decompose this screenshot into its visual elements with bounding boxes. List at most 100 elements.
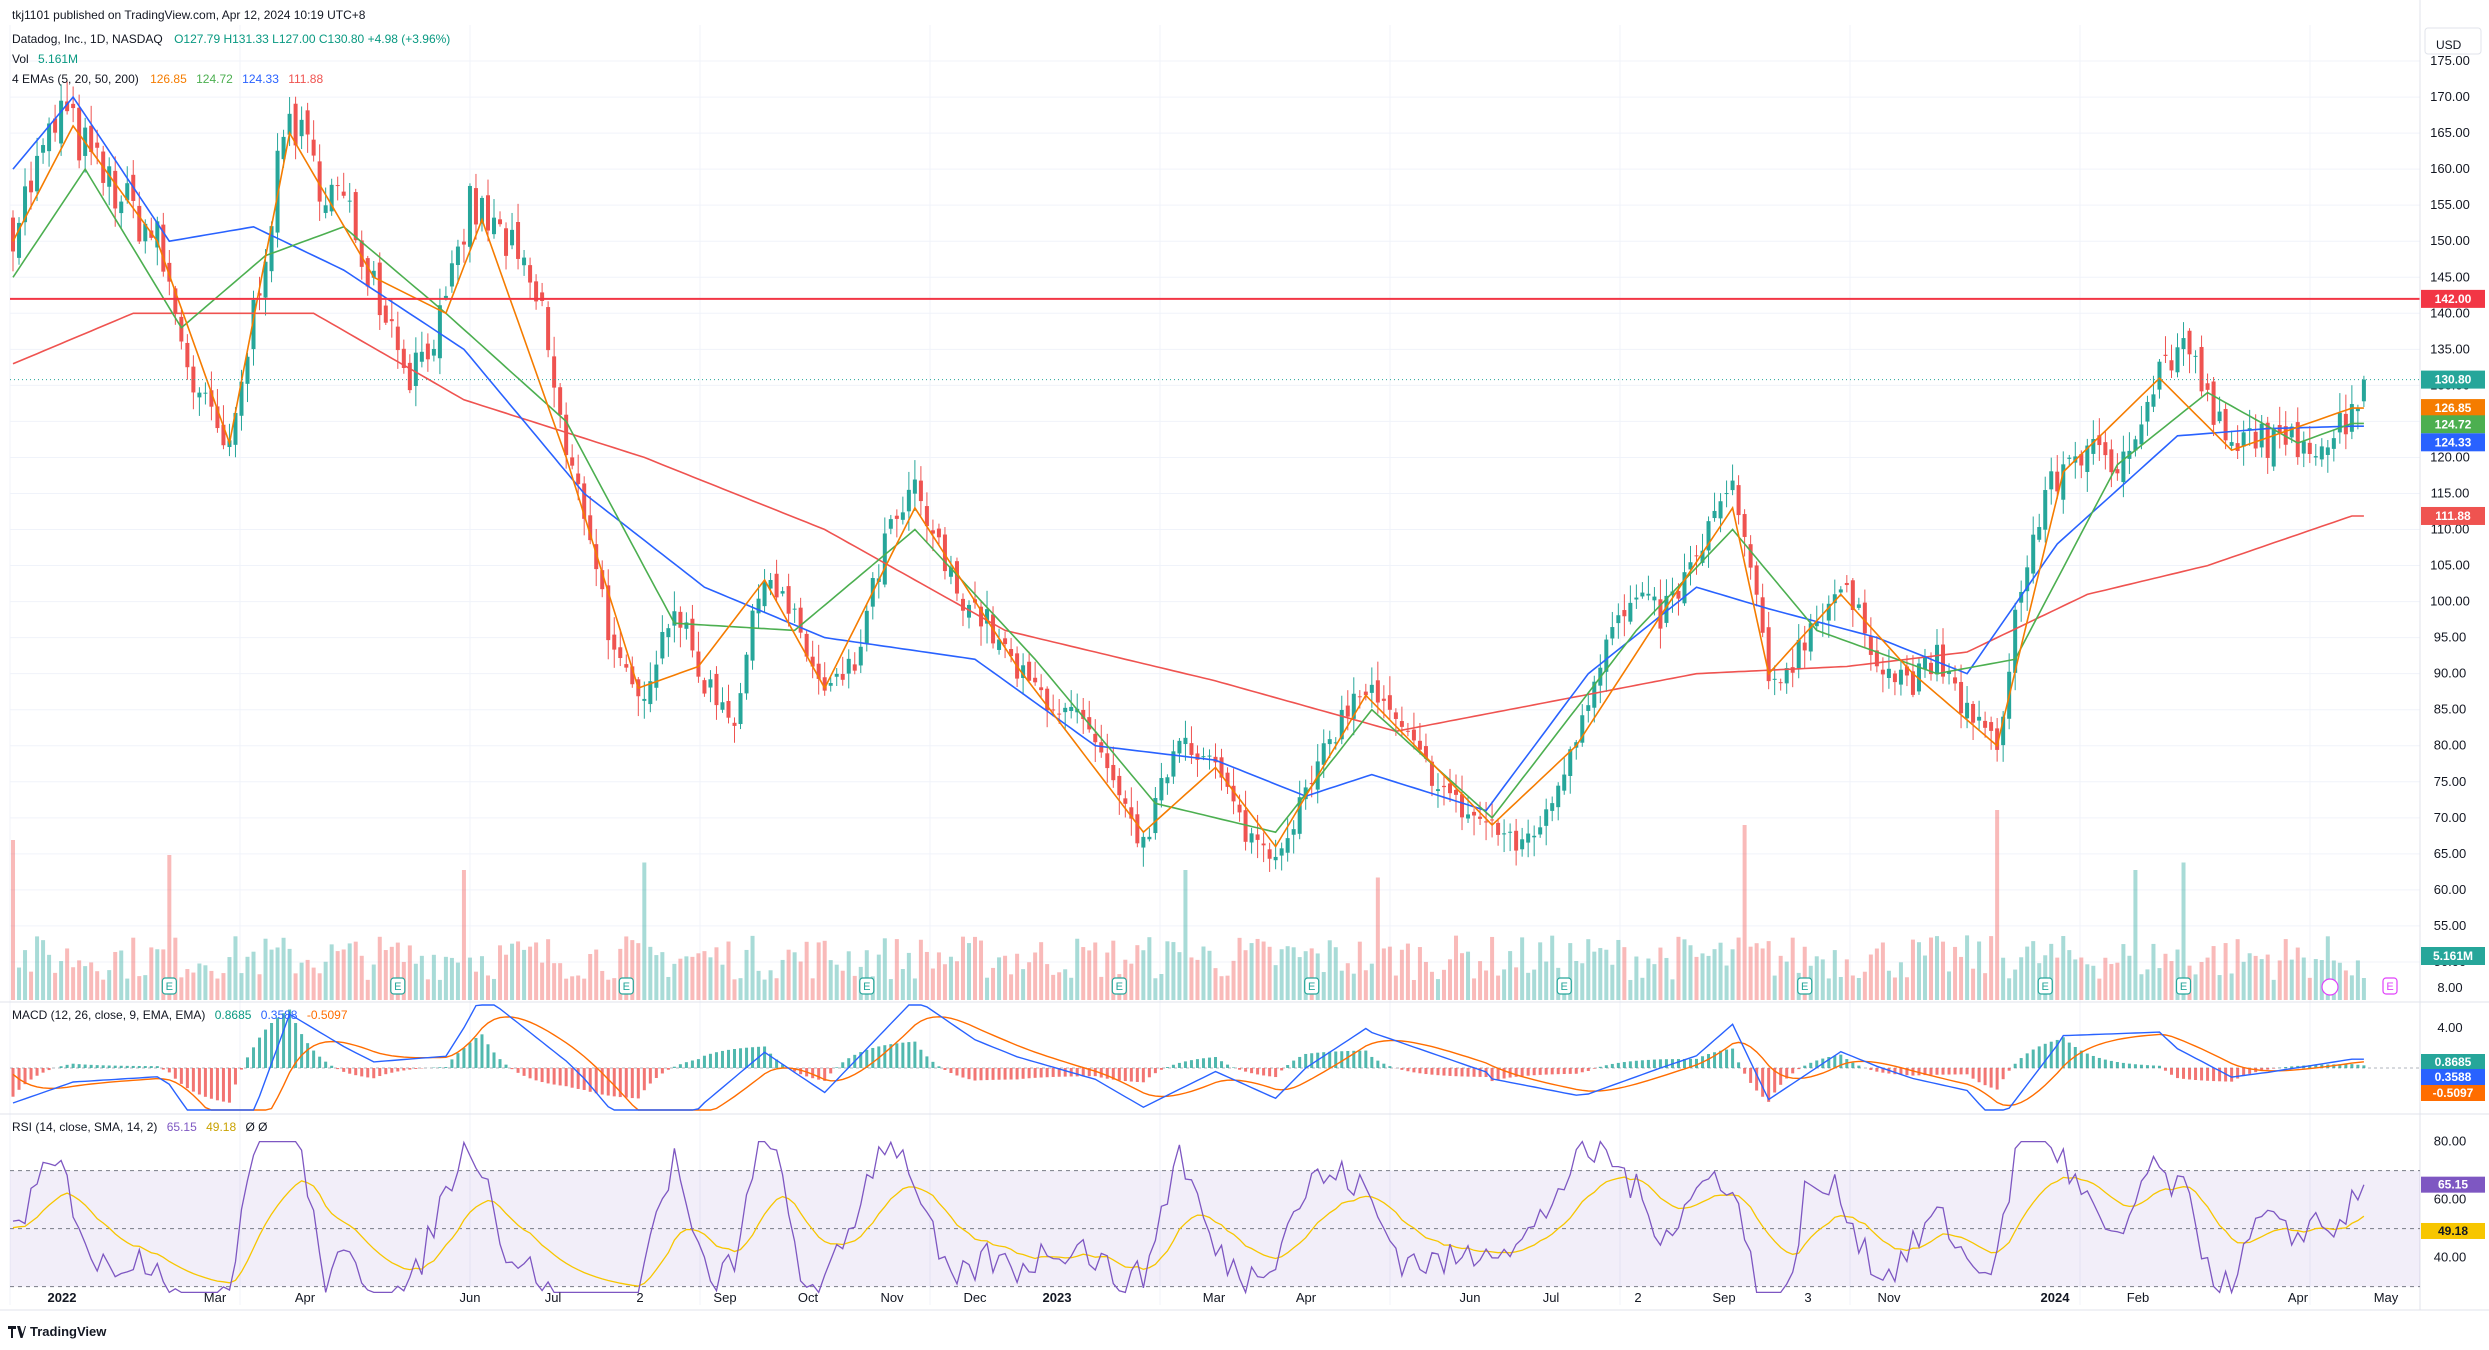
candle-body[interactable]	[1989, 722, 1994, 731]
candle-body[interactable]	[606, 585, 611, 641]
candle-body[interactable]	[53, 118, 58, 133]
candle-body[interactable]	[2223, 408, 2228, 441]
candle-body[interactable]	[1490, 819, 1495, 821]
candle-body[interactable]	[1069, 706, 1074, 712]
candle-body[interactable]	[1520, 839, 1525, 850]
candle-body[interactable]	[143, 223, 148, 242]
candle-body[interactable]	[1399, 721, 1404, 727]
candle-body[interactable]	[1748, 544, 1753, 568]
candle-body[interactable]	[1941, 644, 1946, 677]
candle-body[interactable]	[1868, 636, 1873, 655]
candle-body[interactable]	[389, 319, 394, 322]
candle-body[interactable]	[1700, 550, 1705, 563]
candle-body[interactable]	[642, 698, 647, 701]
candle-body[interactable]	[263, 261, 268, 298]
candle-body[interactable]	[2253, 431, 2258, 449]
candle-body[interactable]	[1568, 749, 1573, 776]
candle-body[interactable]	[1646, 593, 1651, 596]
candle-body[interactable]	[29, 180, 34, 193]
candle-body[interactable]	[1802, 642, 1807, 651]
candle-body[interactable]	[1045, 688, 1050, 711]
candle-body[interactable]	[954, 561, 959, 594]
candle-body[interactable]	[1772, 678, 1777, 680]
candle-body[interactable]	[1039, 687, 1044, 691]
candle-body[interactable]	[1363, 691, 1368, 696]
candle-body[interactable]	[1357, 696, 1362, 698]
candle-body[interactable]	[1297, 797, 1302, 834]
candle-body[interactable]	[2013, 609, 2018, 673]
candle-body[interactable]	[1279, 848, 1284, 856]
candle-body[interactable]	[1634, 597, 1639, 600]
candle-body[interactable]	[1724, 493, 1729, 495]
candle-body[interactable]	[1580, 715, 1585, 743]
candle-body[interactable]	[1778, 682, 1783, 684]
candle-body[interactable]	[750, 610, 755, 661]
candle-body[interactable]	[2091, 439, 2096, 454]
earnings-marker[interactable]: E	[1111, 977, 1127, 995]
candle-body[interactable]	[1309, 782, 1314, 785]
candle-body[interactable]	[1141, 836, 1146, 848]
candle-body[interactable]	[1508, 831, 1513, 833]
candle-body[interactable]	[666, 628, 671, 638]
candle-body[interactable]	[65, 101, 70, 112]
candle-body[interactable]	[2151, 394, 2156, 407]
candle-body[interactable]	[461, 241, 466, 245]
candle-body[interactable]	[2355, 408, 2360, 412]
ema20-line[interactable]	[12, 167, 2364, 834]
candle-body[interactable]	[1916, 663, 1921, 692]
candle-body[interactable]	[2121, 451, 2126, 483]
candle-body[interactable]	[2139, 424, 2144, 445]
candle-body[interactable]	[1219, 757, 1224, 778]
candle-body[interactable]	[41, 145, 46, 153]
candle-body[interactable]	[660, 631, 665, 659]
candle-body[interactable]	[479, 197, 484, 224]
candle-body[interactable]	[395, 326, 400, 351]
candle-body[interactable]	[23, 186, 28, 223]
candle-body[interactable]	[35, 155, 40, 192]
candle-body[interactable]	[1928, 662, 1933, 675]
candle-body[interactable]	[738, 693, 743, 725]
macd-signal-line[interactable]	[12, 1016, 2364, 1111]
candle-body[interactable]	[1111, 764, 1116, 781]
candle-body[interactable]	[173, 288, 178, 313]
candle-body[interactable]	[1796, 639, 1801, 669]
candle-body[interactable]	[1736, 485, 1741, 516]
candle-body[interactable]	[179, 316, 184, 342]
candle-body[interactable]	[281, 136, 286, 160]
candle-body[interactable]	[2289, 426, 2294, 438]
candle-body[interactable]	[191, 366, 196, 393]
candle-body[interactable]	[485, 195, 490, 231]
candle-body[interactable]	[1706, 521, 1711, 551]
candle-body[interactable]	[317, 161, 322, 202]
candle-body[interactable]	[1472, 811, 1477, 816]
earnings-marker[interactable]: E	[1556, 977, 1572, 995]
candle-body[interactable]	[997, 639, 1002, 650]
candle-body[interactable]	[1977, 716, 1982, 721]
candle-body[interactable]	[708, 679, 713, 688]
earnings-marker[interactable]: E	[859, 977, 875, 995]
candle-body[interactable]	[1760, 597, 1765, 633]
candle-body[interactable]	[1267, 849, 1272, 859]
candle-body[interactable]	[1051, 709, 1056, 711]
candle-body[interactable]	[2301, 441, 2306, 454]
candle-body[interactable]	[89, 125, 94, 153]
candle-body[interactable]	[1838, 589, 1843, 593]
candle-body[interactable]	[1027, 661, 1032, 681]
candle-body[interactable]	[203, 392, 208, 394]
candle-body[interactable]	[1159, 778, 1164, 801]
candle-body[interactable]	[119, 201, 124, 214]
ema50-line[interactable]	[12, 95, 2364, 812]
candle-body[interactable]	[588, 515, 593, 541]
rsi-line[interactable]	[12, 1140, 2365, 1295]
candle-body[interactable]	[1742, 514, 1747, 537]
candle-body[interactable]	[2205, 383, 2210, 390]
candle-body[interactable]	[732, 722, 737, 726]
candle-body[interactable]	[744, 654, 749, 694]
price-axis[interactable]: 50.0055.0060.0065.0070.0075.0080.0085.00…	[2419, 0, 2489, 1350]
candle-body[interactable]	[2133, 439, 2138, 451]
candle-body[interactable]	[1874, 650, 1879, 667]
candle-body[interactable]	[1935, 644, 1940, 675]
candle-body[interactable]	[1351, 693, 1356, 719]
candle-body[interactable]	[630, 666, 635, 685]
dividends-splits-icon[interactable]	[2321, 978, 2339, 996]
